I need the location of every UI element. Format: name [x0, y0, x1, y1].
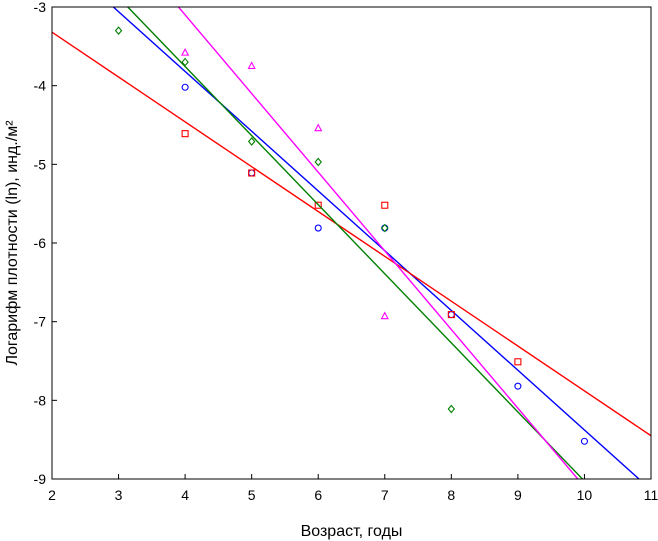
triangle-point [314, 123, 323, 132]
diamond-point [447, 404, 456, 414]
square-point [248, 169, 256, 177]
triangle-point [247, 61, 256, 70]
series-triangle [177, 7, 579, 479]
y-tick-label: -5 [34, 156, 47, 172]
y-tick-label: -9 [34, 471, 47, 487]
triangle-point [380, 311, 389, 320]
circle-point [248, 169, 256, 177]
circle-point [181, 83, 189, 91]
y-tick-label: -8 [34, 392, 47, 408]
diamond-point [114, 26, 123, 35]
x-tick-label: 11 [644, 487, 658, 503]
y-tick-label: -3 [34, 0, 47, 15]
x-tick-label: 7 [381, 487, 389, 503]
x-tick-label: 8 [447, 487, 455, 503]
x-tick-label: 5 [248, 487, 256, 503]
circle-series-fit-line [112, 7, 640, 479]
circle-point [381, 224, 389, 232]
diamond-point [314, 157, 322, 167]
circle-point [580, 437, 588, 445]
series-circle [112, 7, 640, 479]
triangle-point [180, 47, 190, 56]
y-tick-label: -7 [34, 314, 47, 330]
square-point [514, 358, 522, 366]
x-tick-label: 4 [181, 487, 189, 503]
y-tick-label: -6 [34, 235, 47, 251]
square-point [447, 311, 455, 319]
diamond-point [381, 223, 389, 233]
circle-point [514, 382, 522, 390]
circle-point [447, 311, 455, 319]
y-axis-label: Логарифм плотности (ln), инд./м² [4, 120, 21, 366]
series-square [52, 31, 651, 437]
diamond-point [181, 57, 189, 67]
square-point [381, 201, 389, 209]
x-tick-label: 9 [514, 487, 522, 503]
circle-point [314, 224, 322, 232]
x-tick-label: 2 [48, 487, 56, 503]
square-series-fit-line [52, 31, 651, 437]
diamond-point [247, 137, 256, 146]
x-tick-label: 3 [115, 487, 123, 503]
x-tick-label: 10 [577, 487, 593, 503]
x-axis-label: Возраст, годы [301, 523, 403, 540]
axis-ticks: 2 3 4 5 6 7 8 9 10 11 -3 -4 -5 -6 -7 -8 -9 [34, 0, 658, 503]
y-tick-label: -4 [34, 78, 47, 94]
series-diamond [114, 7, 583, 479]
diamond-series-fit-line [126, 7, 583, 479]
square-point [314, 201, 322, 209]
x-tick-label: 6 [314, 487, 322, 503]
triangle-series-fit-line [177, 7, 579, 479]
chart-marks [52, 7, 651, 479]
square-point [181, 130, 189, 138]
